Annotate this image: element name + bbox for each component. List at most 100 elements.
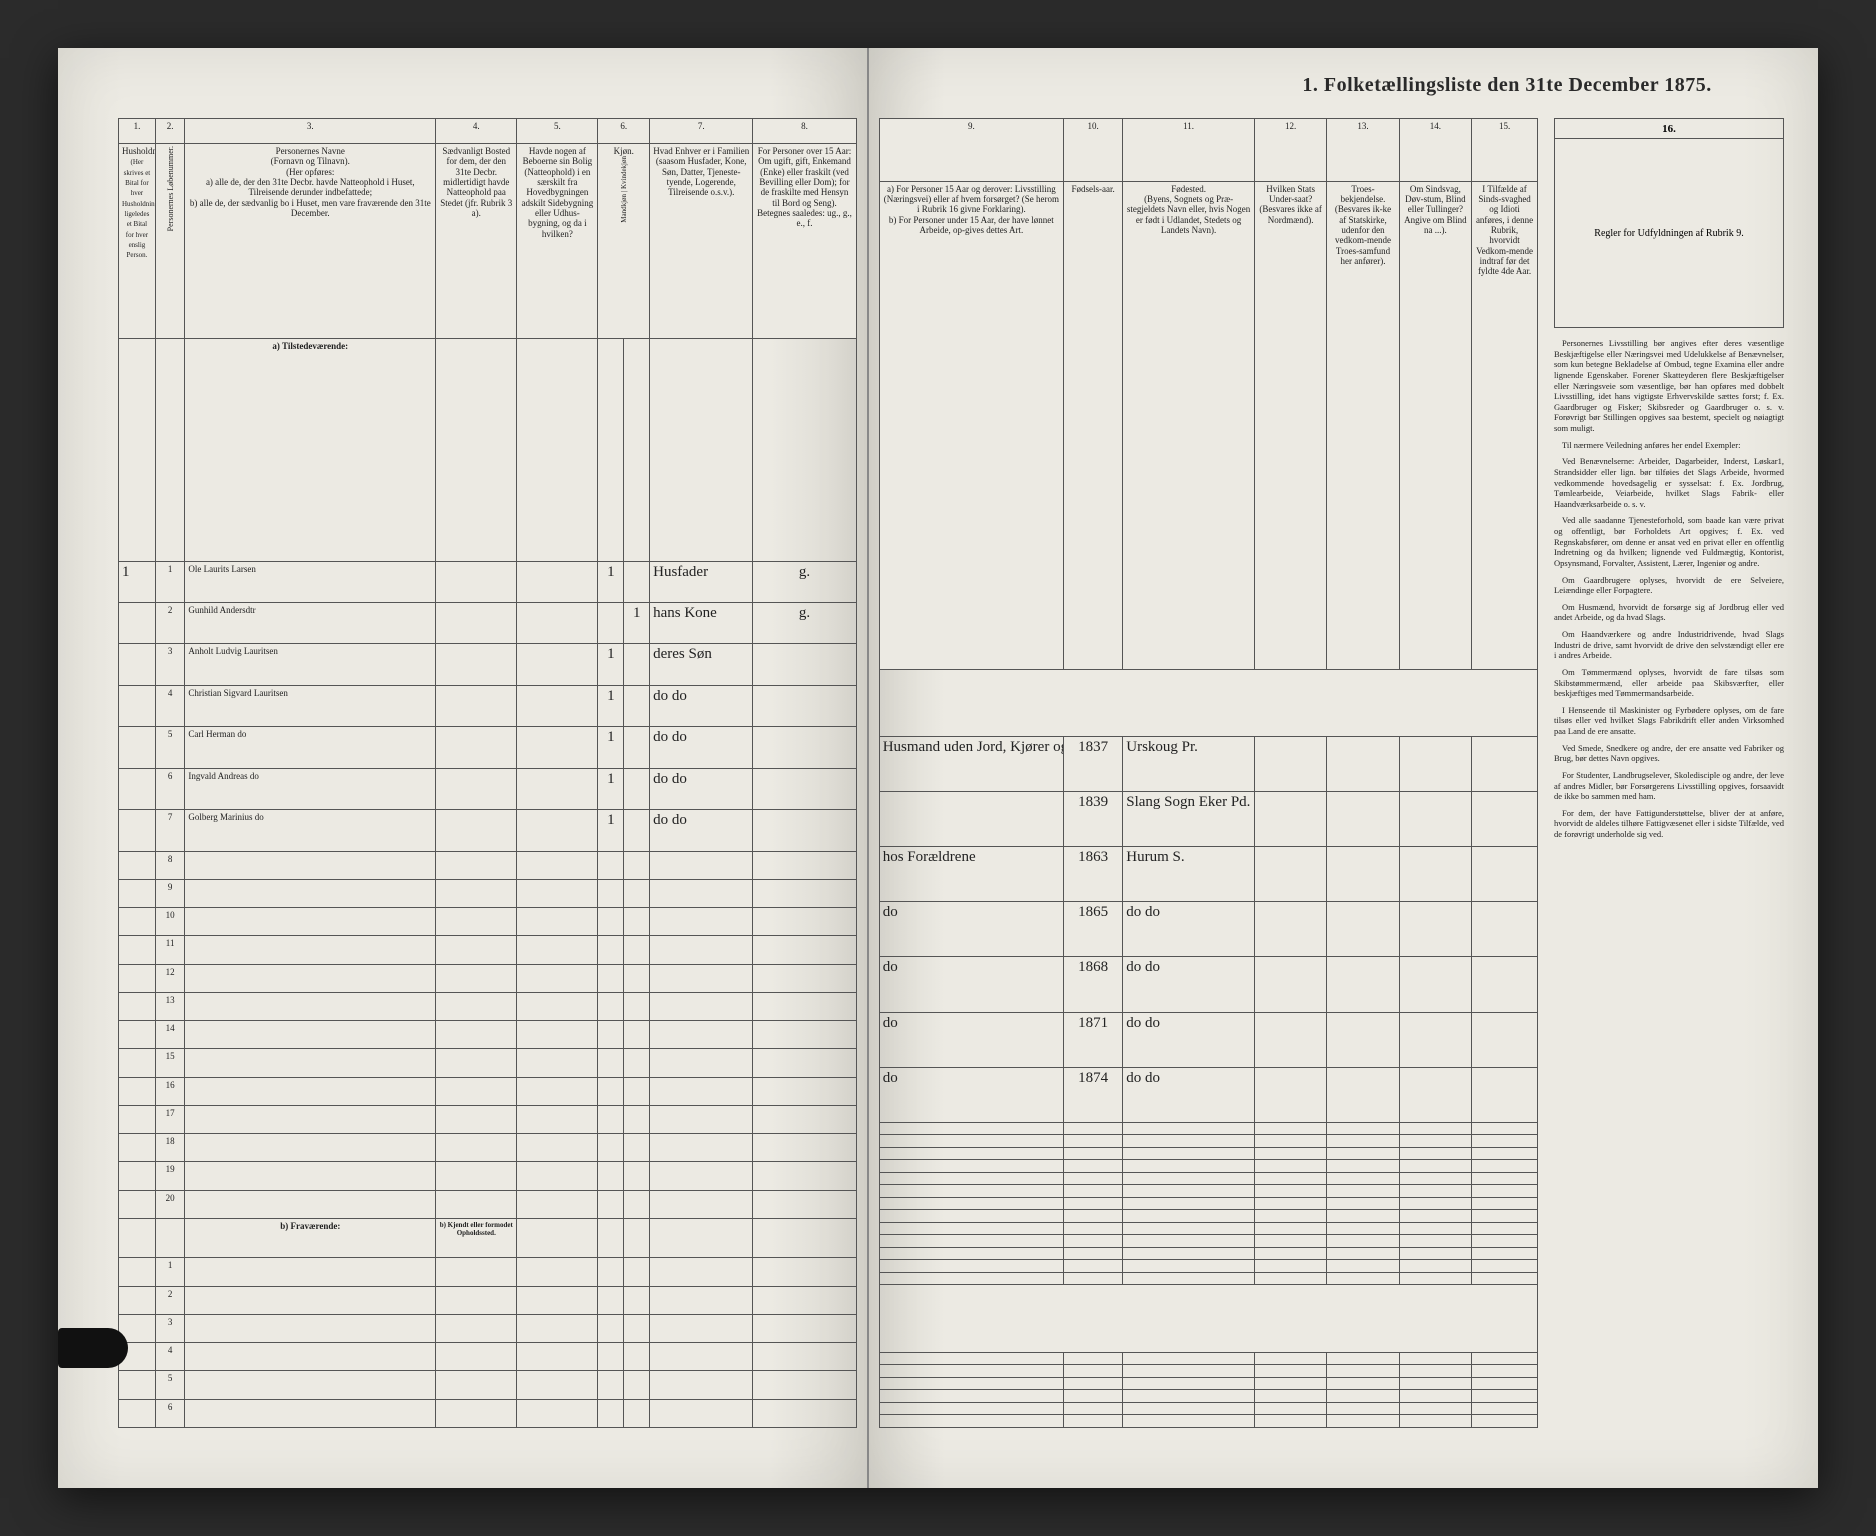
cell-household [119,810,156,852]
section-present-label: a) Tilstedeværende: [185,339,436,562]
colnum-1: 1. [119,119,156,144]
cell-name: Golberg Marinius do [185,810,436,852]
cell-c5 [517,644,598,685]
table-row: Husmand uden Jord, Kjører og Hugst1837Ur… [879,737,1537,792]
instruction-paragraph: Om Haandværkere og andre Industridrivend… [1554,629,1784,661]
colhead-16: Regler for Udfyldningen af Rubrik 9. [1554,138,1784,328]
table-row-blank: 13 [119,992,857,1020]
table-row: 2Gunhild Andersdtr1hans Koneg. [119,603,857,644]
cell-sex-m: 1 [598,685,624,726]
cell-rownum: 1 [155,561,185,602]
cell-c15 [1472,737,1538,792]
table-row-blank: 8 [119,851,857,879]
cell-sex-f [624,561,650,602]
cell-c10: 1871 [1064,1012,1123,1067]
cell-c8 [753,685,856,726]
table-row-blank: 11 [119,936,857,964]
cell-c4 [436,685,517,726]
section-absent-note: b) Kjendt eller formodet Opholdssted. [436,1218,517,1258]
cell-c10: 1865 [1064,902,1123,957]
cell-c9: do [879,1012,1063,1067]
cell-rownum: 9 [155,879,185,907]
cell-rownum: 19 [155,1162,185,1190]
table-row-blank: 17 [119,1105,857,1133]
section-absent-row: b) Fraværende: b) Kjendt eller formodet … [119,1218,857,1258]
table-row-blank [879,1222,1537,1235]
cell-rownum: 1 [155,1258,185,1286]
cell-c14 [1399,957,1471,1012]
table-row-blank: 14 [119,1021,857,1049]
cell-c7: do do [650,768,753,809]
table-row-blank [879,1377,1537,1390]
cell-c14 [1399,902,1471,957]
cell-rownum: 16 [155,1077,185,1105]
cell-sex-m: 1 [598,768,624,809]
table-row: do1874do do [879,1067,1537,1122]
colhead-3: Personernes Navne (Fornavn og Tilnavn). … [185,144,436,339]
instruction-paragraph: Personernes Livsstilling bør angives eft… [1554,338,1784,434]
colhead-6: Kjøn.Mandkjøn | Kvindekjøn [598,144,650,339]
cell-rownum: 5 [155,727,185,768]
cell-rownum: 4 [155,685,185,726]
cell-c8: g. [753,561,856,602]
colhead-15: I Tilfælde af Sinds-svaghed og Idioti an… [1472,181,1538,669]
instruction-paragraph: Til nærmere Veiledning anføres her endel… [1554,440,1784,451]
table-row-blank [879,1247,1537,1260]
colnum-2: 2. [155,119,185,144]
cell-rownum: 3 [155,1314,185,1342]
cell-c5 [517,727,598,768]
cell-sex-f [624,727,650,768]
table-row: 6Ingvald Andreas do1do do [119,768,857,809]
cell-c9: hos Forældrene [879,847,1063,902]
cell-c5 [517,810,598,852]
table-row-blank: 3 [119,1314,857,1342]
table-row-blank: 16 [119,1077,857,1105]
colhead-5: Havde nogen af Beboerne sin Bolig (Natte… [517,144,598,339]
cell-c12 [1254,737,1326,792]
colhead-2: Personernes Løbenummer. [155,144,185,339]
table-row-blank [879,1415,1537,1428]
cell-c7: do do [650,810,753,852]
table-row-blank: 20 [119,1190,857,1218]
table-row-blank [879,1185,1537,1198]
cell-household [119,603,156,644]
colnum-6: 6. [598,119,650,144]
cell-c11: do do [1123,1012,1255,1067]
cell-sex-m: 1 [598,810,624,852]
cell-c4 [436,727,517,768]
cell-c5 [517,768,598,809]
colnum-3: 3. [185,119,436,144]
cell-c7: deres Søn [650,644,753,685]
colnum-12: 12. [1254,119,1326,182]
cell-c15 [1472,1067,1538,1122]
colhead-9: a) For Personer 15 Aar og derover: Livss… [879,181,1063,669]
table-row-blank [879,1160,1537,1173]
cell-c13 [1327,902,1399,957]
instruction-paragraph: Ved Smede, Snedkere og andre, der ere an… [1554,743,1784,764]
cell-c10: 1874 [1064,1067,1123,1122]
cell-name: Carl Herman do [185,727,436,768]
cell-c14 [1399,847,1471,902]
table-row-blank [879,1235,1537,1248]
cell-household [119,768,156,809]
instruction-paragraph: Om Tømmermænd oplyses, hvorvidt de fare … [1554,667,1784,699]
cell-sex-m: 1 [598,561,624,602]
cell-c7: do do [650,727,753,768]
cell-c4 [436,561,517,602]
cell-c5 [517,685,598,726]
document-title: 1. Folketællingsliste den 31te December … [1302,74,1711,97]
table-row-blank: 4 [119,1343,857,1371]
colnum-15: 15. [1472,119,1538,182]
cell-rownum: 13 [155,992,185,1020]
cell-sex-f: 1 [624,603,650,644]
colhead-13: Troes-bekjendelse. (Besvares ik-ke af St… [1327,181,1399,669]
cell-rownum: 4 [155,1343,185,1371]
table-row-blank [879,1122,1537,1135]
table-row-blank [879,1390,1537,1403]
cell-rownum: 8 [155,851,185,879]
table-row: 3Anholt Ludvig Lauritsen1deres Søn [119,644,857,685]
cell-c11: Hurum S. [1123,847,1255,902]
cell-c15 [1472,957,1538,1012]
ledger-book: 1. 2. 3. 4. 5. 6. 7. 8. Husholdninger.(H… [58,48,1818,1488]
cell-rownum: 3 [155,644,185,685]
